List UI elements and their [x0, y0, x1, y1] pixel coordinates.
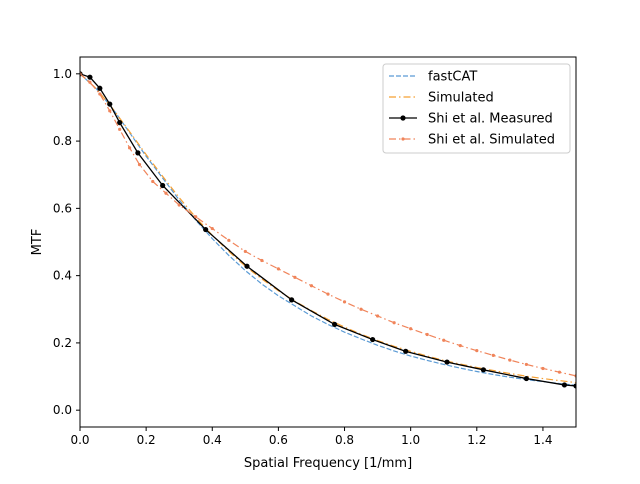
data-point — [332, 321, 338, 328]
data-point — [276, 267, 280, 271]
y-tick-label: 1.0 — [53, 67, 72, 81]
data-point — [480, 367, 487, 373]
data-point — [475, 349, 479, 353]
legend-label: Shi et al. Measured — [428, 112, 553, 127]
data-point — [309, 284, 314, 288]
y-axis-label: MTF — [30, 229, 45, 256]
series-1 — [80, 73, 576, 384]
legend-item: Shi et al. Measured — [389, 112, 553, 127]
x-tick-label: 0.4 — [203, 433, 222, 447]
data-point — [108, 109, 112, 113]
x-tick-label: 0.6 — [269, 433, 288, 447]
x-tick-label: 0.2 — [137, 433, 156, 447]
series-line — [80, 73, 576, 384]
series-layer — [80, 71, 576, 389]
data-point — [87, 74, 93, 80]
y-tick-label: 0.0 — [53, 403, 72, 417]
data-point — [425, 332, 429, 337]
data-point — [137, 163, 142, 167]
x-tick-label: 1.4 — [533, 433, 552, 447]
data-point — [164, 191, 168, 195]
data-point — [107, 101, 113, 107]
series-2 — [80, 71, 576, 389]
data-point — [458, 344, 462, 348]
x-tick-label: 1.2 — [467, 433, 486, 447]
series-0 — [80, 73, 576, 386]
data-point — [88, 80, 92, 84]
data-point — [243, 249, 247, 254]
legend-item: fastCAT — [389, 70, 477, 85]
legend-item: Simulated — [389, 91, 494, 106]
data-point — [326, 292, 330, 296]
data-point — [561, 382, 568, 388]
y-tick-label: 0.6 — [53, 201, 72, 215]
plot-frame — [79, 56, 577, 428]
x-tick-label: 0.8 — [335, 433, 354, 447]
y-tick-label: 0.2 — [53, 336, 72, 350]
legend-item: Shi et al. Simulated — [389, 133, 555, 148]
data-point — [523, 375, 530, 382]
legend-frame — [382, 63, 571, 154]
legend: fastCAT Simulated Shi et al. Measured Shi e… — [382, 63, 571, 154]
legend-label: fastCAT — [428, 70, 477, 85]
data-point — [409, 327, 413, 331]
x-tick-label: 0.0 — [70, 433, 89, 447]
data-point — [160, 182, 166, 189]
x-axis-label: Spatial Frequency [1/mm] — [244, 456, 412, 471]
data-point — [524, 362, 529, 367]
x-axis: 0.0 0.2 0.4 0.6 0.8 1.0 1.2 1.4 — [70, 427, 552, 447]
data-point — [370, 336, 376, 343]
data-point — [177, 203, 181, 207]
data-point — [260, 258, 264, 263]
data-point — [289, 297, 295, 303]
data-point — [342, 300, 347, 304]
data-point — [442, 338, 446, 342]
data-point — [203, 226, 209, 233]
data-point — [117, 119, 123, 126]
legend-label: Simulated — [428, 91, 494, 106]
y-tick-label: 0.8 — [53, 134, 72, 148]
data-point — [210, 226, 214, 231]
data-point — [194, 215, 198, 219]
legend-label: Shi et al. Simulated — [428, 133, 555, 148]
y-axis: 0.0 0.2 0.4 0.6 0.8 1.0 — [53, 67, 80, 417]
data-point — [135, 150, 141, 156]
data-point — [244, 263, 250, 269]
data-point — [98, 92, 102, 96]
data-point — [151, 179, 155, 184]
legend-marker — [401, 137, 405, 141]
data-point — [359, 307, 363, 311]
series-line — [80, 73, 576, 386]
series-line — [80, 73, 576, 387]
data-point — [376, 314, 380, 318]
legend-marker — [400, 115, 406, 121]
series-3 — [80, 72, 576, 378]
data-point — [392, 321, 396, 325]
data-point — [444, 359, 450, 365]
data-point — [118, 127, 122, 131]
data-point — [97, 85, 103, 91]
data-point — [508, 358, 512, 362]
data-point — [128, 146, 132, 150]
data-point — [541, 366, 545, 371]
y-tick-label: 0.4 — [53, 269, 72, 283]
x-tick-label: 1.0 — [401, 433, 420, 447]
data-point — [557, 370, 562, 374]
data-point — [491, 353, 495, 357]
data-point — [573, 383, 576, 389]
data-point — [227, 238, 231, 242]
series-line — [80, 73, 576, 377]
data-point — [293, 275, 297, 279]
data-point — [403, 348, 409, 354]
